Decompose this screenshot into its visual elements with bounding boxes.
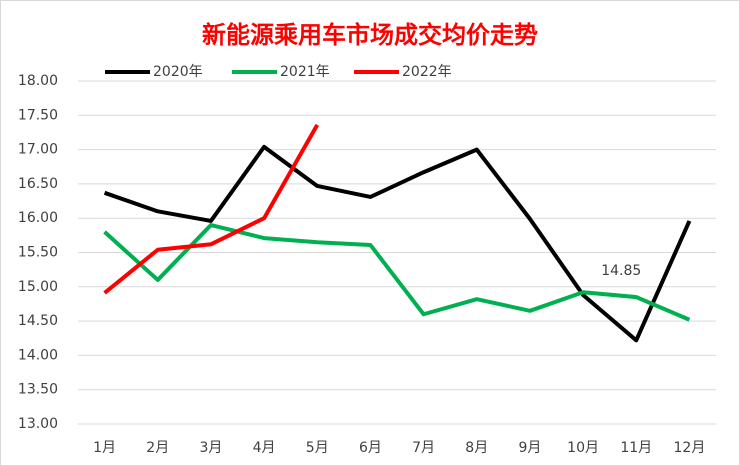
y-tick-label: 16.00 xyxy=(18,210,58,226)
y-tick-label: 13.00 xyxy=(18,416,58,432)
y-tick-label: 16.50 xyxy=(18,176,58,192)
y-tick-label: 15.00 xyxy=(18,279,58,295)
y-tick-label: 14.00 xyxy=(18,347,58,363)
legend-label: 2020年 xyxy=(153,64,203,80)
y-tick-label: 18.00 xyxy=(18,73,58,89)
x-tick-label: 9月 xyxy=(518,440,541,456)
x-tick-label: 5月 xyxy=(306,440,329,456)
y-tick-label: 14.50 xyxy=(18,313,58,329)
legend-label: 2022年 xyxy=(402,64,452,80)
y-tick-label: 13.50 xyxy=(18,382,58,398)
data-label: 14.85 xyxy=(601,263,641,279)
y-tick-label: 17.50 xyxy=(18,107,58,123)
x-tick-label: 12月 xyxy=(674,440,706,456)
y-tick-label: 17.00 xyxy=(18,142,58,158)
x-tick-label: 3月 xyxy=(199,440,222,456)
x-tick-label: 11月 xyxy=(620,440,652,456)
legend-label: 2021年 xyxy=(280,64,330,80)
chart-title: 新能源乘用车市场成交均价走势 xyxy=(202,21,538,49)
series-line xyxy=(103,144,692,343)
series-line xyxy=(103,223,691,322)
x-tick-label: 7月 xyxy=(412,440,435,456)
x-tick-label: 10月 xyxy=(567,440,599,456)
x-tick-label: 2月 xyxy=(146,440,169,456)
x-tick-label: 6月 xyxy=(359,440,382,456)
series-line xyxy=(103,123,319,295)
x-tick-label: 8月 xyxy=(465,440,488,456)
x-tick-label: 4月 xyxy=(253,440,276,456)
x-tick-label: 1月 xyxy=(93,440,116,456)
y-tick-label: 15.50 xyxy=(18,245,58,261)
